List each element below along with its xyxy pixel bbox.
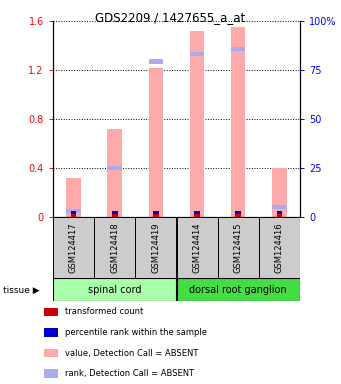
Bar <box>177 278 300 301</box>
Bar <box>149 60 163 64</box>
Text: GSM124414: GSM124414 <box>193 222 202 273</box>
Bar <box>94 217 135 278</box>
Bar <box>259 217 300 278</box>
Text: transformed count: transformed count <box>65 307 143 316</box>
Bar <box>231 27 246 217</box>
Bar <box>272 168 287 217</box>
Bar <box>190 31 204 217</box>
Bar <box>149 68 163 217</box>
Bar <box>235 211 241 214</box>
Bar <box>107 166 122 170</box>
Text: GSM124417: GSM124417 <box>69 222 78 273</box>
Text: GSM124419: GSM124419 <box>151 222 160 273</box>
Bar <box>66 209 81 213</box>
Bar <box>112 214 118 217</box>
Bar <box>235 214 241 217</box>
Bar <box>194 214 200 217</box>
Bar <box>277 211 282 214</box>
Bar <box>135 217 176 278</box>
Bar <box>194 211 200 214</box>
Bar <box>71 214 76 217</box>
Bar <box>153 214 159 217</box>
Text: spinal cord: spinal cord <box>88 285 142 295</box>
Bar <box>218 217 259 278</box>
Bar <box>112 211 118 214</box>
Text: GDS2209 / 1427655_a_at: GDS2209 / 1427655_a_at <box>95 11 246 24</box>
Text: GSM124416: GSM124416 <box>275 222 284 273</box>
Bar <box>107 129 122 217</box>
Text: percentile rank within the sample: percentile rank within the sample <box>65 328 207 337</box>
Bar <box>71 211 76 214</box>
Bar <box>277 214 282 217</box>
Bar <box>66 178 81 217</box>
Bar <box>231 47 246 51</box>
Bar <box>153 211 159 214</box>
Text: dorsal root ganglion: dorsal root ganglion <box>190 285 287 295</box>
Bar <box>272 205 287 209</box>
Text: GSM124415: GSM124415 <box>234 222 243 273</box>
Text: rank, Detection Call = ABSENT: rank, Detection Call = ABSENT <box>65 369 194 378</box>
Bar <box>53 278 176 301</box>
Text: GSM124418: GSM124418 <box>110 222 119 273</box>
Bar <box>190 52 204 56</box>
Bar <box>177 217 218 278</box>
Bar <box>53 217 94 278</box>
Text: value, Detection Call = ABSENT: value, Detection Call = ABSENT <box>65 349 198 358</box>
Text: tissue ▶: tissue ▶ <box>3 285 40 295</box>
